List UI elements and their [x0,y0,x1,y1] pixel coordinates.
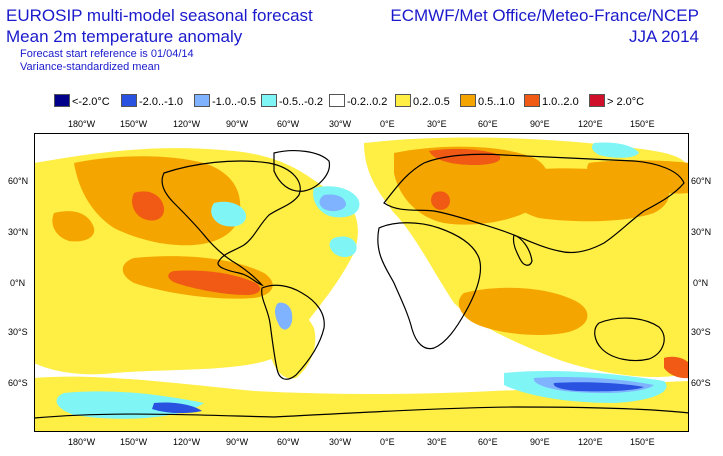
lon-label: 0°E [380,119,395,129]
lon-label-bottom: 30°E [427,437,447,447]
data-source: ECMWF/Met Office/Meteo-France/NCEP [390,6,699,25]
coastlines [34,150,689,419]
lat-label-right: 30°S [691,327,711,337]
lon-label: 60°W [277,119,300,129]
legend-swatch [395,94,411,107]
legend-swatch [329,94,345,107]
lon-label-bottom: 60°E [478,437,498,447]
legend-item: -0.5..-0.2 [261,94,323,108]
legend-swatch [261,94,277,107]
anomaly-map [34,133,689,432]
lon-label-bottom: 120°W [173,437,201,447]
legend-swatch [524,94,540,107]
legend-item: -1.0..-0.5 [194,94,256,108]
coastline-australia [594,317,665,362]
lon-label: 120°E [578,119,603,129]
standardization-note: Variance-standardized mean [20,61,160,73]
coastline-india [512,234,533,266]
legend-label: -0.2..0.2 [347,96,388,108]
map-title: EUROSIP multi-model seasonal forecast [6,6,313,25]
lon-label: 180°W [68,119,96,129]
legend-item: -0.2..0.2 [329,94,387,108]
lon-label: 150°W [120,119,148,129]
legend-item: 1.0..2.0 [524,94,579,108]
map-variable-title: Mean 2m temperature anomaly [6,27,243,46]
lon-label: 30°W [329,119,352,129]
legend-swatch [121,94,137,107]
lat-label-right: 0°N [693,278,709,288]
lat-label: 30°S [8,327,28,337]
legend-swatch [194,94,210,107]
forecast-start-note: Forecast start reference is 01/04/14 [20,48,194,60]
coastline-north-america [161,160,301,287]
forecast-period: JJA 2014 [629,27,699,46]
legend-item: -2.0..-1.0 [121,94,183,108]
lon-label: 120°W [173,119,201,129]
coastline-africa [377,222,482,350]
legend-label: > 2.0°C [607,96,645,108]
anomaly-field [34,137,689,432]
coastline-eurasia [383,153,685,254]
lon-label-bottom: 0°E [380,437,395,447]
legend-label: -0.5..-0.2 [279,96,324,108]
lat-label: 30°N [8,227,29,237]
color-legend: <-2.0°C -2.0..-1.0 -1.0..-0.5 -0.5..-0.2… [54,94,694,108]
legend-swatch [54,94,70,107]
legend-item: 0.2..0.5 [395,94,450,108]
legend-label: -1.0..-0.5 [212,96,257,108]
lat-label: 0°N [10,278,26,288]
lon-label: 60°E [478,119,498,129]
map-frame [34,133,689,432]
legend-label: <-2.0°C [72,96,110,108]
coastline-antarctica [34,406,689,419]
lon-label-bottom: 120°E [578,437,603,447]
lon-label-bottom: 60°W [277,437,300,447]
legend-swatch [460,94,476,107]
lon-label-bottom: 90°W [226,437,249,447]
coastline-greenland [273,150,331,192]
lon-label: 90°W [226,119,249,129]
lon-label-bottom: 150°W [120,437,148,447]
legend-item: > 2.0°C [589,94,644,108]
lat-label-right: 60°S [691,378,711,388]
lat-label: 60°N [8,176,29,186]
legend-label: -2.0..-1.0 [139,96,184,108]
lon-label-bottom: 90°E [530,437,550,447]
legend-item: <-2.0°C [54,94,110,108]
lon-label: 150°E [630,119,655,129]
legend-label: 0.2..0.5 [413,96,450,108]
lon-label-bottom: 30°W [329,437,352,447]
coastline-south-america [261,284,325,380]
lat-label-right: 30°N [691,227,712,237]
lat-label-right: 60°N [691,176,712,186]
legend-label: 1.0..2.0 [542,96,579,108]
legend-label: 0.5..1.0 [478,96,515,108]
lon-label-bottom: 180°W [68,437,96,447]
lon-label: 90°E [530,119,550,129]
lon-label-bottom: 150°E [630,437,655,447]
lon-label: 30°E [427,119,447,129]
legend-swatch [589,94,605,107]
lat-label: 60°S [8,378,28,388]
legend-item: 0.5..1.0 [460,94,515,108]
